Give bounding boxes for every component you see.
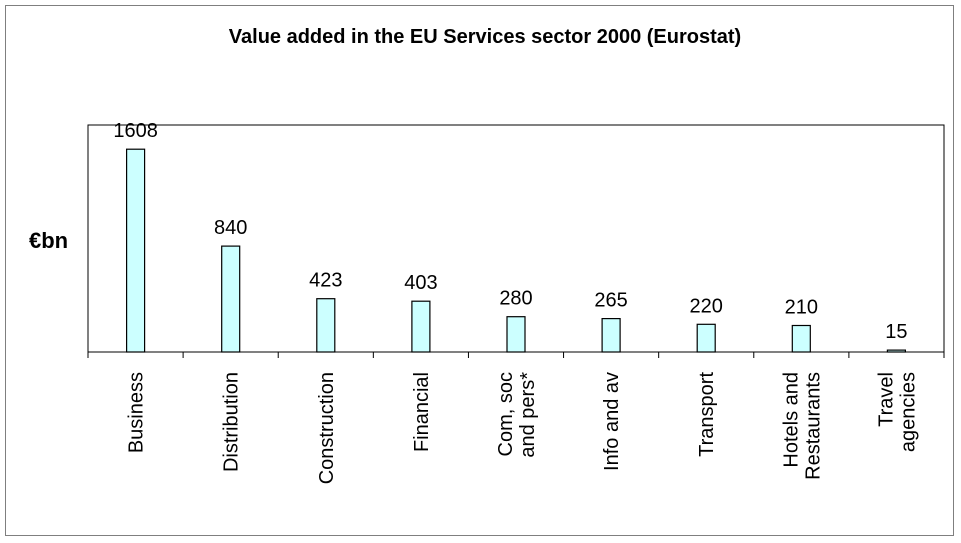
bars-group bbox=[125, 148, 907, 353]
data-label: 403 bbox=[404, 272, 437, 294]
data-label: 265 bbox=[594, 290, 627, 312]
x-tick-label-line: Restaurants bbox=[802, 372, 824, 480]
data-label: 210 bbox=[785, 297, 818, 319]
data-label: 280 bbox=[499, 288, 532, 310]
x-tick-label: Com, soc and pers* bbox=[495, 372, 539, 458]
x-tick-label: Hotels and Restaurants bbox=[780, 372, 824, 480]
x-tick-label-line: Business bbox=[126, 372, 148, 453]
bar bbox=[696, 323, 716, 353]
x-tick-label-line: Info and av bbox=[601, 372, 623, 471]
x-tick-label-line: Transport bbox=[696, 372, 718, 457]
bar bbox=[221, 245, 241, 353]
x-tick-label-line: agencies bbox=[897, 372, 919, 452]
x-tick-label: Construction bbox=[316, 372, 338, 484]
x-tick-label: Distribution bbox=[221, 372, 243, 472]
x-tick-label: Business bbox=[126, 372, 148, 453]
bar bbox=[601, 318, 621, 353]
data-label: 1608 bbox=[113, 120, 158, 142]
bar bbox=[316, 298, 336, 353]
x-tick-label-line: Travel bbox=[875, 372, 897, 427]
bar bbox=[791, 324, 811, 353]
bar bbox=[506, 316, 526, 353]
x-tick-label-line: Financial bbox=[411, 372, 433, 452]
x-tick-label-line: and pers* bbox=[517, 372, 539, 458]
y-axis-label: €bn bbox=[29, 228, 68, 253]
data-label: 220 bbox=[690, 295, 723, 317]
x-tick-label: Info and av bbox=[601, 372, 623, 471]
x-tick-label: Financial bbox=[411, 372, 433, 452]
data-labels-group: 1608 840 423 403 280 265 220 210 15 bbox=[113, 120, 907, 343]
x-tick-label-line: Distribution bbox=[221, 372, 243, 472]
x-tick-label: Travel agencies bbox=[875, 372, 919, 452]
data-label: 15 bbox=[885, 321, 907, 343]
x-tick-label: Transport bbox=[696, 372, 718, 457]
x-tick-label-line: Construction bbox=[316, 372, 338, 484]
x-ticks-group bbox=[87, 352, 945, 358]
chart-title: Value added in the EU Services sector 20… bbox=[229, 26, 741, 48]
data-label: 423 bbox=[309, 270, 342, 292]
data-label: 840 bbox=[214, 217, 247, 239]
x-tick-label-line: Com, soc bbox=[495, 372, 517, 456]
bar bbox=[886, 349, 907, 353]
bar bbox=[411, 300, 431, 353]
x-labels-group: Business Distribution Construction Financia… bbox=[126, 372, 920, 485]
x-tick-label-line: Hotels and bbox=[780, 372, 802, 468]
bar bbox=[125, 148, 146, 353]
